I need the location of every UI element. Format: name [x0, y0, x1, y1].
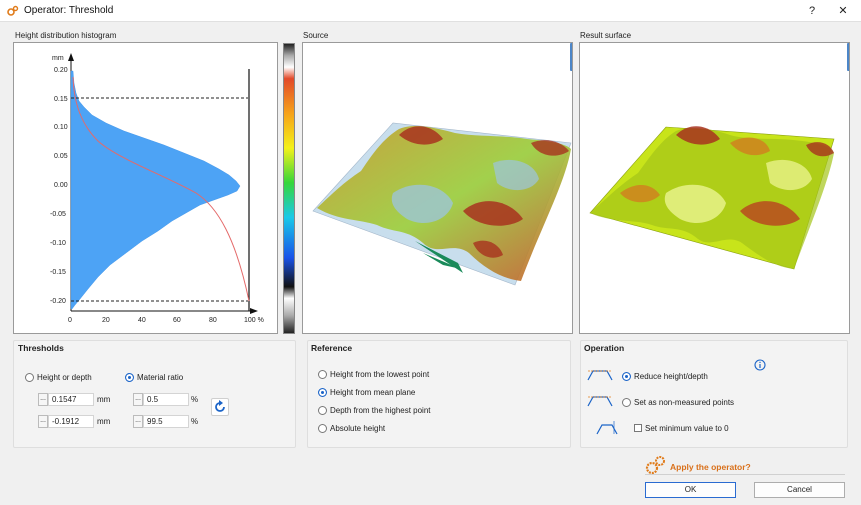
upper-ratio-unit: %	[191, 395, 199, 404]
source-view[interactable]	[302, 42, 573, 334]
upper-unit-label: mm	[97, 395, 111, 404]
close-button[interactable]: ✕	[838, 5, 848, 17]
y-tick-label: 0.15	[54, 96, 68, 103]
x-tick-label: 40	[138, 317, 146, 324]
cancel-button[interactable]: Cancel	[754, 482, 845, 498]
reference-lowest-point-radio[interactable]	[318, 370, 327, 379]
material-ratio-curve	[72, 76, 250, 302]
y-tick-label: 0.20	[54, 67, 68, 74]
y-tick-label: -0.20	[50, 298, 66, 305]
source-surface-3d	[312, 122, 572, 286]
lower-value-more-button[interactable]: ...	[38, 415, 48, 428]
histogram-view[interactable]: mm 0.20 0.15 0.10 0.05 0.00 -0.05 -0.10 …	[13, 42, 278, 334]
non-measured-points-label[interactable]: Set as non-measured points	[634, 398, 735, 407]
thresholds-title: Thresholds	[18, 343, 64, 353]
operation-title: Operation	[584, 343, 625, 353]
non-measured-points-radio[interactable]	[622, 398, 631, 407]
height-or-depth-radio[interactable]	[25, 373, 34, 382]
apply-operator-text: Apply the operator?	[670, 462, 751, 472]
reset-thresholds-button[interactable]	[211, 398, 229, 416]
lower-ratio-more-button[interactable]: ...	[133, 415, 143, 428]
y-unit-label: mm	[52, 55, 64, 62]
upper-height-field[interactable]: 0.1547	[48, 393, 94, 406]
upper-ratio-more-button[interactable]: ...	[133, 393, 143, 406]
title-bar: Operator: Threshold ? ✕	[0, 0, 861, 22]
lower-ratio-field[interactable]: 99.5	[143, 415, 189, 428]
apply-gears-icon	[645, 456, 665, 475]
lower-ratio-unit: %	[191, 417, 199, 426]
reference-mean-plane-label[interactable]: Height from mean plane	[330, 388, 416, 397]
x-tick-label: 80	[209, 317, 217, 324]
info-icon[interactable]	[754, 359, 766, 371]
result-surface-3d	[589, 126, 835, 270]
material-ratio-label[interactable]: Material ratio	[137, 373, 184, 382]
y-tick-label: 0.10	[54, 124, 68, 131]
color-scale-bar[interactable]	[283, 43, 295, 334]
y-tick-label: 0.00	[54, 182, 68, 189]
y-tick-label: -0.05	[50, 211, 66, 218]
reference-absolute-height-label[interactable]: Absolute height	[330, 424, 386, 433]
x-tick-label: 60	[173, 317, 181, 324]
x-tick-label: 0	[68, 317, 72, 324]
y-tick-label: -0.15	[50, 269, 66, 276]
reduce-height-radio[interactable]	[622, 372, 631, 381]
result-label: Result surface	[580, 31, 632, 40]
window-title: Operator: Threshold	[24, 5, 114, 16]
ok-button[interactable]: OK	[645, 482, 736, 498]
source-label: Source	[303, 31, 329, 40]
set-minimum-zero-checkbox[interactable]	[634, 424, 642, 432]
y-tick-label: 0.05	[54, 153, 68, 160]
upper-value-more-button[interactable]: ...	[38, 393, 48, 406]
lower-height-field[interactable]: -0.1912	[48, 415, 94, 428]
x-tick-label: 100 %	[244, 317, 264, 324]
reduce-height-icon	[587, 370, 613, 381]
reduce-height-label[interactable]: Reduce height/depth	[634, 372, 708, 381]
histogram-chart	[68, 53, 258, 314]
histogram-label: Height distribution histogram	[15, 31, 117, 40]
x-axis-arrow-icon	[250, 308, 258, 314]
reference-lowest-point-label[interactable]: Height from the lowest point	[330, 370, 430, 379]
set-minimum-zero-icon	[596, 421, 618, 435]
non-measured-points-icon	[587, 396, 613, 407]
height-or-depth-label[interactable]: Height or depth	[37, 373, 92, 382]
lower-unit-label: mm	[97, 417, 111, 426]
result-view-scroll-handle[interactable]	[847, 43, 849, 71]
reference-mean-plane-radio[interactable]	[318, 388, 327, 397]
refresh-icon	[215, 400, 225, 412]
reference-absolute-height-radio[interactable]	[318, 424, 327, 433]
help-button[interactable]: ?	[808, 5, 816, 17]
reference-highest-point-radio[interactable]	[318, 406, 327, 415]
source-view-scroll-handle[interactable]	[570, 43, 572, 71]
operation-group	[580, 340, 848, 448]
y-tick-label: -0.10	[50, 240, 66, 247]
reference-highest-point-label[interactable]: Depth from the highest point	[330, 406, 431, 415]
y-axis-arrow-icon	[68, 53, 74, 61]
upper-ratio-field[interactable]: 0.5	[143, 393, 189, 406]
histogram-bars	[70, 70, 241, 310]
x-tick-label: 20	[102, 317, 110, 324]
material-ratio-radio[interactable]	[125, 373, 134, 382]
reference-group	[307, 340, 571, 448]
set-minimum-zero-label[interactable]: Set minimum value to 0	[645, 424, 729, 433]
result-view[interactable]	[579, 42, 850, 334]
operator-gears-icon	[7, 5, 19, 16]
reference-title: Reference	[311, 343, 353, 353]
footer-divider	[645, 474, 845, 475]
